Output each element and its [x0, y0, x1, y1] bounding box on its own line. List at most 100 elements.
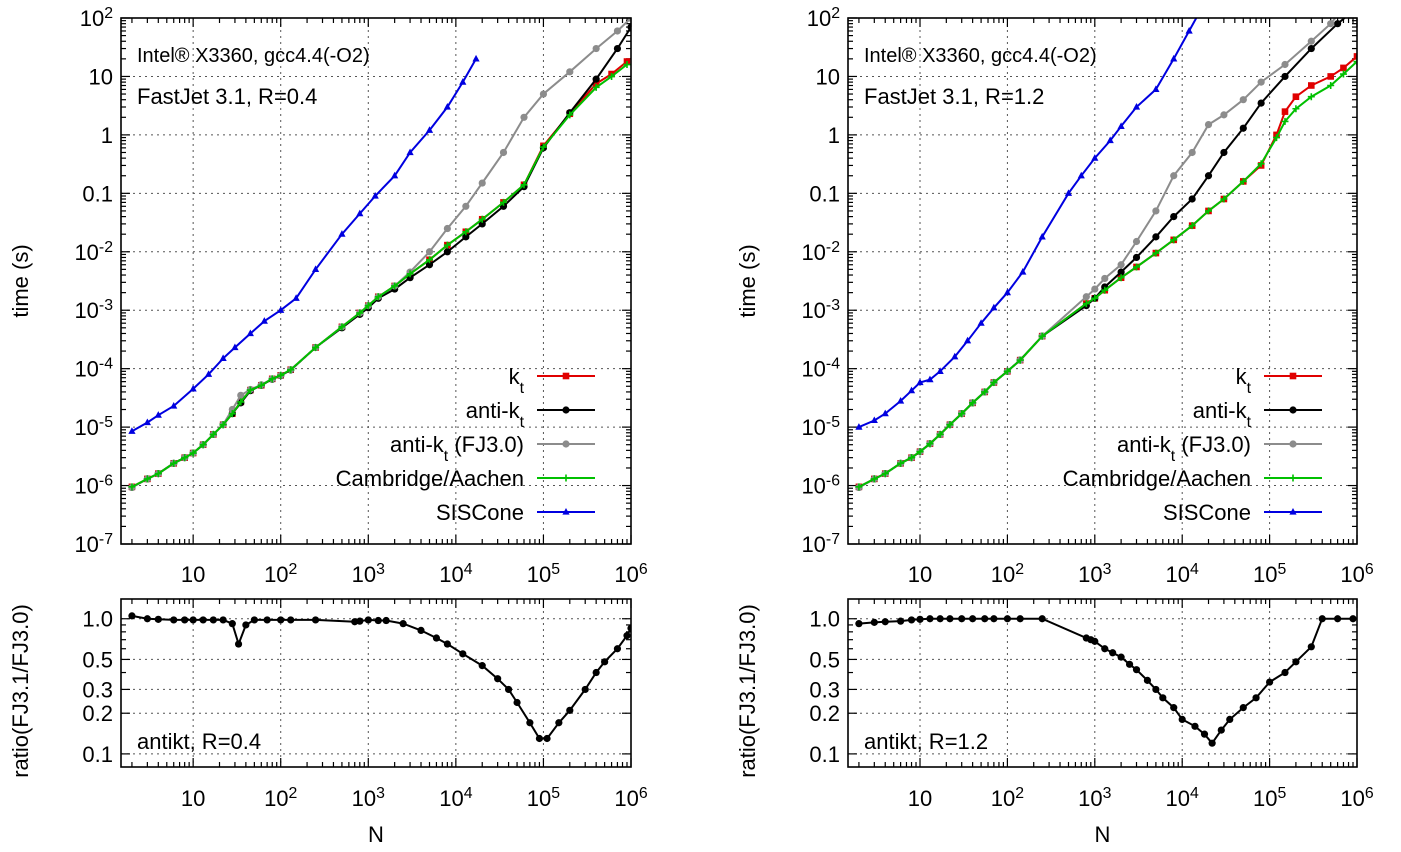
data-point: [881, 618, 889, 626]
data-point: [1091, 637, 1099, 645]
data-point: [356, 617, 364, 625]
data-point: [1125, 660, 1134, 668]
data-point: [1188, 148, 1196, 157]
x-tick-label: 105: [527, 561, 560, 588]
x-tick-label: 10: [181, 562, 205, 587]
y-tick-label: 0.5: [809, 647, 840, 672]
data-point: [425, 248, 434, 256]
data-point: [1204, 172, 1213, 180]
data-point: [277, 616, 285, 624]
data-point: [1257, 78, 1265, 86]
data-point: [936, 615, 944, 623]
data-point: [627, 624, 631, 632]
x-tick-label: 102: [991, 785, 1024, 812]
data-point: [338, 230, 346, 237]
data-point: [1038, 332, 1046, 340]
time-plot: 102 10 1 0.1 10-2 10-3 10-4 10-5 10-6 10-7 10 102 10…: [735, 5, 1374, 588]
y-tick-label: 10-2: [74, 238, 113, 265]
x-tick-label: 104: [1166, 785, 1199, 812]
plot-frame: [847, 17, 1358, 545]
data-point: [263, 616, 271, 624]
data-point: [143, 475, 151, 483]
data-point: [608, 72, 616, 80]
y-tick-label: 102: [80, 5, 113, 32]
data-point: [1307, 44, 1315, 53]
data-point: [958, 615, 966, 623]
data-point: [907, 386, 916, 394]
ratio-plot: 1.0 0.5 0.30.2 0.1 10 102 103 104 105 106 ratio(FJ…: [8, 598, 648, 847]
y-tick-label: 0.2: [82, 701, 113, 726]
data-point: [539, 90, 548, 98]
data-point: [242, 621, 250, 629]
data-point: [382, 616, 390, 625]
x-tick-label: 104: [439, 561, 472, 588]
data-point: [977, 319, 985, 326]
y-axis-label: time (s): [735, 244, 760, 317]
data-point: [1307, 93, 1315, 101]
data-point: [478, 662, 486, 670]
data-point: [500, 198, 508, 206]
data-point: [204, 370, 213, 377]
data-point: [311, 616, 320, 624]
plot-frame: [120, 598, 632, 768]
data-point: [1159, 694, 1167, 702]
y-tick-label: 102: [807, 5, 840, 32]
data-point: [981, 615, 989, 623]
data-point: [478, 215, 486, 223]
data-point: [1064, 189, 1073, 196]
data-point: [969, 399, 977, 407]
panel-1: 102 10 1 0.1 10-2 10-3 10-4 10-5 10-6 10-7 10 102 10…: [8, 5, 648, 848]
plot-frame: [120, 17, 632, 545]
data-point: [443, 224, 451, 233]
data-point: [459, 78, 467, 85]
legend-label: kt: [509, 364, 525, 397]
x-tick-label: 103: [352, 561, 385, 588]
data-point: [128, 483, 136, 491]
series-group: [855, 615, 1357, 747]
data-point: [946, 615, 954, 623]
data-point: [311, 265, 320, 272]
legend-label: SISCone: [1163, 500, 1251, 525]
x-tick-label: 10: [181, 786, 205, 811]
data-point: [170, 459, 178, 467]
y-tick-label: 0.1: [82, 742, 113, 767]
data-point: [1292, 658, 1300, 666]
data-point: [1334, 615, 1342, 623]
data-point: [406, 270, 414, 278]
data-point: [535, 734, 544, 743]
y-tick-label: 10-6: [801, 472, 840, 499]
data-point: [292, 294, 300, 301]
data-point: [459, 650, 467, 658]
y-axis-label: ratio(FJ3.1/FJ3.0): [735, 604, 760, 778]
data-point: [189, 616, 197, 624]
data-point: [287, 366, 295, 374]
y-tick-label: 10-7: [74, 531, 113, 558]
data-point: [623, 632, 631, 640]
data-point: [592, 75, 600, 83]
legend-label: SISCone: [436, 500, 524, 525]
data-point: [1152, 233, 1160, 241]
data-point: [1170, 172, 1178, 180]
data-point: [1208, 739, 1216, 747]
series-line: [131, 614, 631, 740]
y-tick-label: 0.3: [82, 677, 113, 702]
data-point: [969, 615, 977, 623]
data-point: [209, 616, 217, 624]
x-tick-label: 105: [1253, 785, 1286, 812]
data-point: [1152, 249, 1160, 257]
data-point: [1003, 367, 1011, 375]
data-point: [946, 421, 954, 429]
data-point: [462, 228, 470, 236]
ratio-panel-label: antikt, R=0.4: [137, 729, 261, 754]
data-point: [908, 454, 916, 462]
data-point: [1339, 70, 1347, 78]
data-point: [520, 181, 528, 189]
data-point: [1003, 288, 1012, 296]
data-point: [1327, 73, 1334, 80]
data-point: [1281, 108, 1289, 115]
data-point: [623, 61, 631, 69]
data-point: [870, 618, 878, 626]
data-point: [338, 323, 346, 331]
data-point: [1117, 122, 1125, 129]
y-tick-label: 10: [89, 64, 113, 89]
